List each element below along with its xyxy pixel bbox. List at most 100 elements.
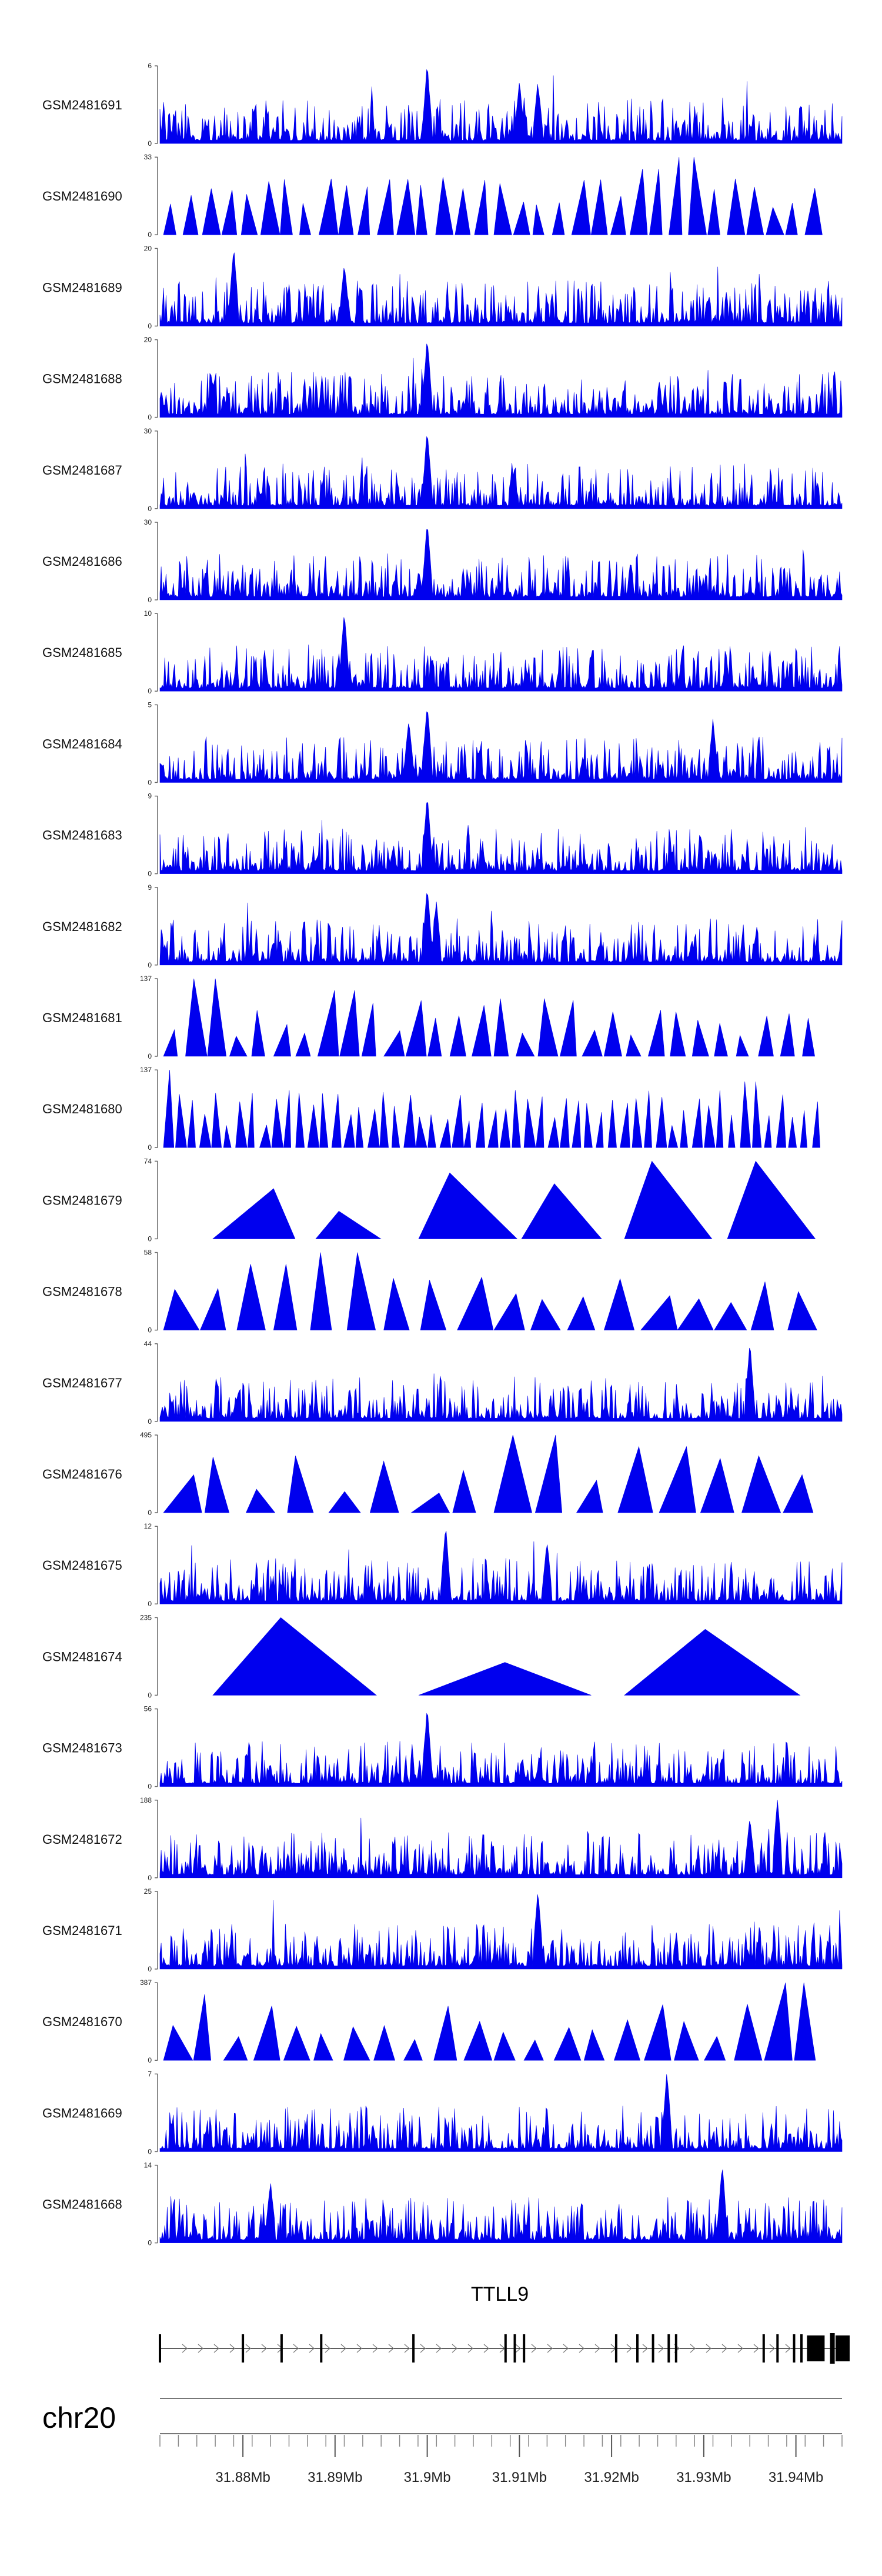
y-min-label: 0 bbox=[148, 413, 152, 422]
strand-arrow bbox=[547, 2344, 553, 2353]
exon-utr-block bbox=[807, 2335, 825, 2361]
y-min-label: 0 bbox=[148, 1874, 152, 1882]
track-label: GSM2481691 bbox=[42, 98, 122, 112]
y-max-label: 6 bbox=[148, 62, 152, 70]
track-label: GSM2481683 bbox=[42, 828, 122, 843]
strand-arrow bbox=[420, 2344, 426, 2353]
y-min-label: 0 bbox=[148, 1417, 152, 1426]
track-label: GSM2481671 bbox=[42, 1923, 122, 1938]
exon bbox=[320, 2334, 323, 2363]
y-min-label: 0 bbox=[148, 1326, 152, 1334]
y-max-label: 387 bbox=[140, 1978, 152, 1987]
strand-arrow bbox=[467, 2344, 473, 2353]
track-GSM2481686: GSM2481686 30 0 bbox=[42, 518, 843, 604]
track-label: GSM2481668 bbox=[42, 2197, 122, 2212]
y-max-label: 137 bbox=[140, 975, 152, 983]
track-label: GSM2481677 bbox=[42, 1376, 122, 1390]
strand-arrow bbox=[626, 2344, 632, 2353]
signal-GSM2481677 bbox=[159, 1347, 843, 1422]
strand-arrow bbox=[721, 2344, 727, 2353]
y-min-label: 0 bbox=[148, 505, 152, 513]
exon bbox=[652, 2334, 654, 2363]
signal-GSM2481686 bbox=[159, 529, 843, 600]
y-min-label: 0 bbox=[148, 1600, 152, 1608]
track-GSM2481668: GSM2481668 14 0 bbox=[42, 2161, 843, 2247]
track-label: GSM2481679 bbox=[42, 1193, 122, 1207]
signal-GSM2481683 bbox=[159, 802, 843, 874]
strand-arrow bbox=[309, 2344, 315, 2353]
exon bbox=[504, 2334, 507, 2363]
track-label: GSM2481690 bbox=[42, 189, 122, 203]
strand-arrow bbox=[594, 2344, 600, 2353]
track-GSM2481681: GSM2481681 137 0 bbox=[42, 975, 815, 1060]
track-label: GSM2481676 bbox=[42, 1467, 122, 1481]
y-max-label: 74 bbox=[144, 1157, 152, 1165]
axis-tick-label: 31.9Mb bbox=[404, 2470, 451, 2485]
y-max-label: 188 bbox=[140, 1796, 152, 1804]
y-min-label: 0 bbox=[148, 231, 152, 239]
y-max-label: 5 bbox=[148, 700, 152, 709]
strand-arrow bbox=[515, 2344, 521, 2353]
y-max-label: 10 bbox=[144, 609, 152, 618]
exon bbox=[280, 2334, 283, 2363]
track-GSM2481679: GSM2481679 74 0 bbox=[42, 1157, 816, 1243]
gene-model-ttll9 bbox=[159, 2333, 850, 2364]
strand-arrow bbox=[340, 2344, 346, 2353]
exon bbox=[412, 2334, 415, 2363]
signal-GSM2481669 bbox=[159, 2074, 843, 2152]
y-min-label: 0 bbox=[148, 961, 152, 969]
track-GSM2481685: GSM2481685 10 0 bbox=[42, 609, 843, 695]
strand-arrow bbox=[198, 2344, 203, 2353]
track-GSM2481682: GSM2481682 9 0 bbox=[42, 883, 843, 969]
strand-arrow bbox=[229, 2344, 235, 2353]
track-label: GSM2481689 bbox=[42, 280, 122, 295]
track-GSM2481687: GSM2481687 30 0 bbox=[42, 427, 843, 513]
gene-name-label: TTLL9 bbox=[471, 2283, 529, 2305]
exon bbox=[614, 2334, 617, 2363]
strand-arrow bbox=[245, 2344, 251, 2353]
signal-GSM2481671 bbox=[159, 1894, 843, 1970]
chromosome-label: chr20 bbox=[42, 2401, 116, 2434]
track-GSM2481670: GSM2481670 387 0 bbox=[42, 1978, 816, 2064]
strand-arrow bbox=[690, 2344, 696, 2353]
track-label: GSM2481684 bbox=[42, 736, 122, 751]
exon-utr-block bbox=[836, 2335, 850, 2361]
y-max-label: 30 bbox=[144, 518, 152, 526]
y-max-label: 20 bbox=[144, 336, 152, 344]
signal-GSM2481672 bbox=[159, 1800, 843, 1878]
strand-arrow bbox=[404, 2344, 410, 2353]
track-GSM2481669: GSM2481669 7 0 bbox=[42, 2070, 843, 2155]
y-max-label: 12 bbox=[144, 1522, 152, 1530]
signal-GSM2481690 bbox=[163, 157, 823, 235]
strand-arrow bbox=[579, 2344, 584, 2353]
track-label: GSM2481681 bbox=[42, 1010, 122, 1025]
y-min-label: 0 bbox=[148, 870, 152, 878]
signal-GSM2481685 bbox=[159, 617, 843, 692]
track-GSM2481680: GSM2481680 137 0 bbox=[42, 1066, 821, 1152]
exon bbox=[513, 2334, 516, 2363]
gene-track: TTLL9 bbox=[159, 2283, 850, 2364]
genome-axis: chr20 31.88Mb 31.89Mb 31.9Mb 31.91Mb 31.92Mb… bbox=[42, 2398, 843, 2485]
track-label: GSM2481685 bbox=[42, 645, 122, 660]
strand-arrow bbox=[642, 2344, 648, 2353]
signal-GSM2481679 bbox=[212, 1160, 816, 1239]
y-min-label: 0 bbox=[148, 778, 152, 786]
strand-arrow bbox=[356, 2344, 362, 2353]
track-GSM2481672: GSM2481672 188 0 bbox=[42, 1796, 843, 1882]
exon bbox=[242, 2334, 245, 2363]
track-label: GSM2481674 bbox=[42, 1649, 122, 1664]
strand-arrow bbox=[436, 2344, 442, 2353]
strand-arrow bbox=[785, 2344, 791, 2353]
track-GSM2481691: GSM2481691 6 0 bbox=[42, 62, 843, 148]
y-min-label: 0 bbox=[148, 1052, 152, 1060]
y-max-label: 7 bbox=[148, 2070, 152, 2078]
strand-arrow bbox=[706, 2344, 711, 2353]
strand-arrow bbox=[753, 2344, 759, 2353]
track-GSM2481689: GSM2481689 20 0 bbox=[42, 244, 843, 330]
exon bbox=[667, 2334, 670, 2363]
signal-GSM2481678 bbox=[163, 1252, 817, 1330]
y-min-label: 0 bbox=[148, 596, 152, 604]
exon bbox=[159, 2334, 161, 2363]
y-max-label: 44 bbox=[144, 1340, 152, 1348]
